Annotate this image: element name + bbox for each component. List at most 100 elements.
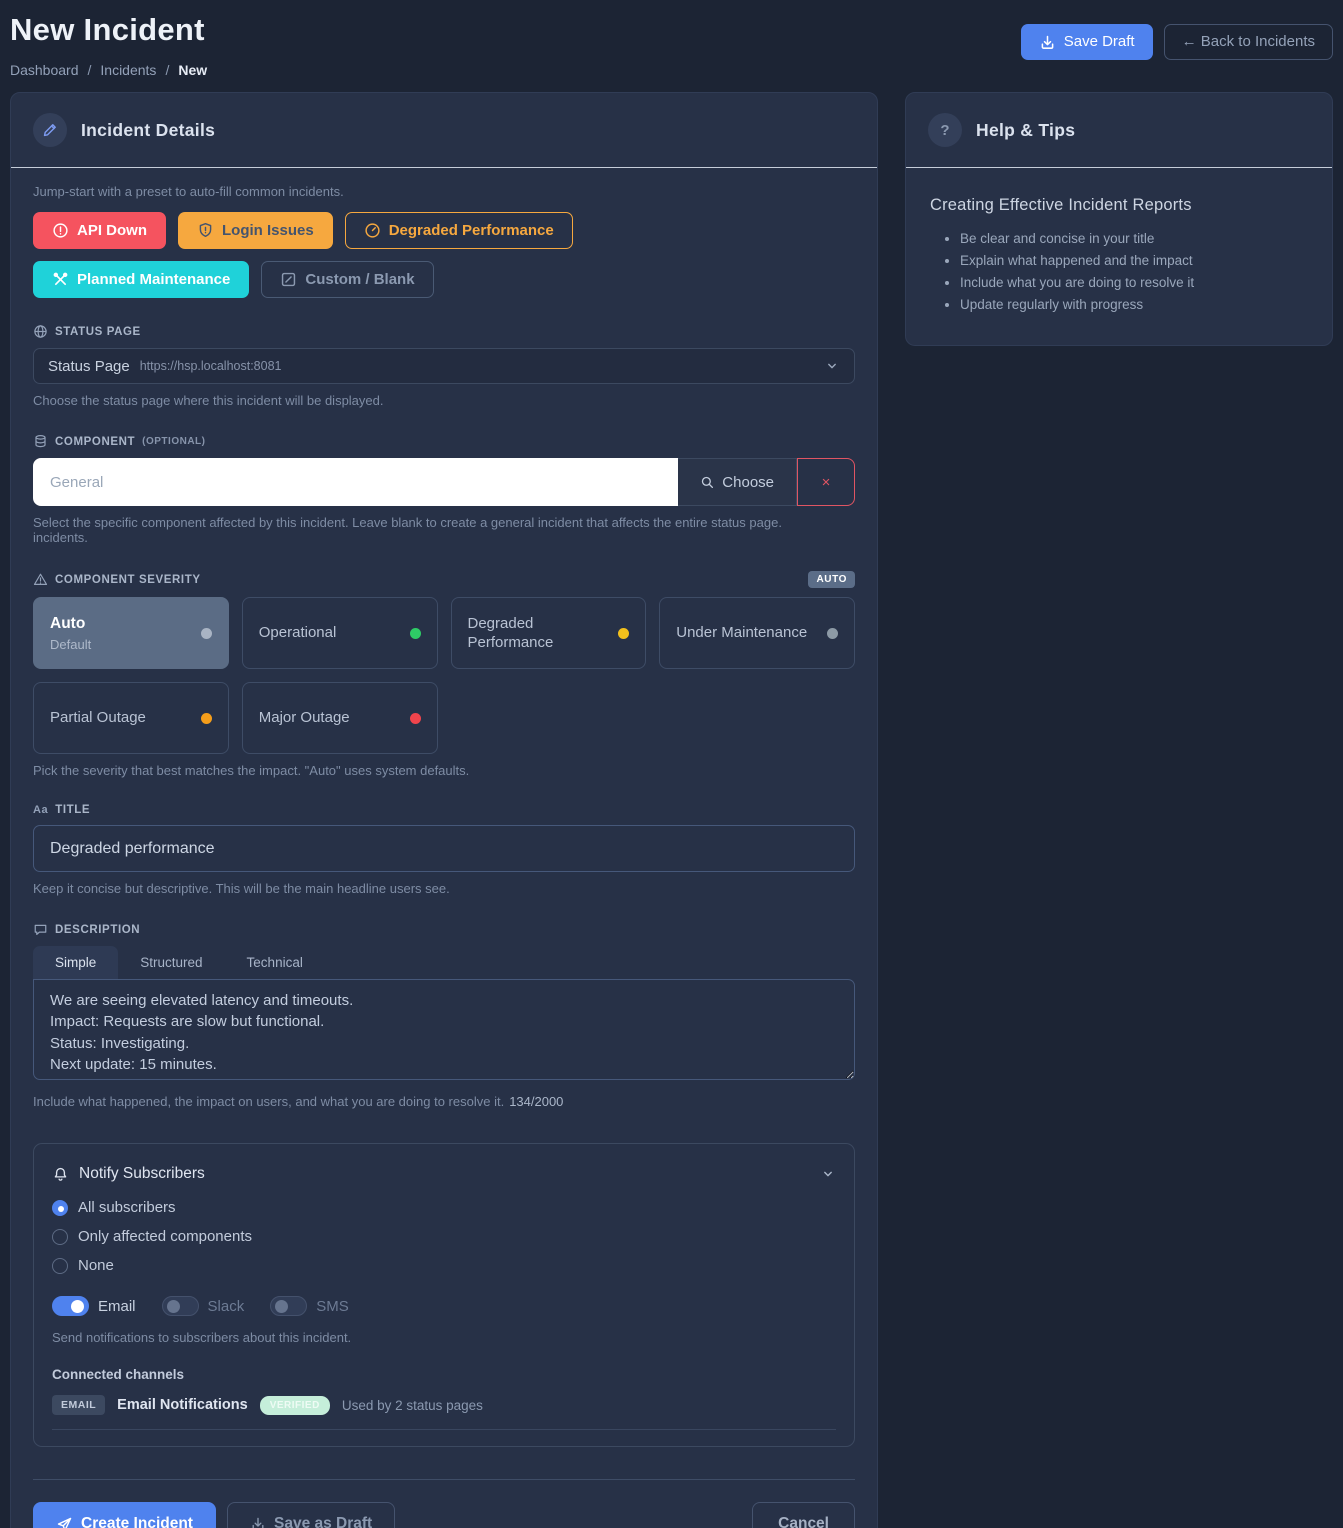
main-layout: Incident Details Jump-start with a prese… <box>10 92 1333 1528</box>
description-tabs: Simple Structured Technical <box>33 946 855 979</box>
save-draft-button[interactable]: Save Draft <box>1020 24 1153 60</box>
severity-dot <box>618 627 630 639</box>
text-aa-icon: Aa <box>33 804 49 816</box>
notify-subscribers-title: Notify Subscribers <box>79 1165 205 1182</box>
severity-option-partial-outage[interactable]: Partial Outage <box>33 682 229 754</box>
save-icon <box>1041 35 1054 49</box>
verified-badge: VERIFIED <box>259 1395 330 1415</box>
breadcrumb: Dashboard / Incidents / New <box>10 62 207 78</box>
back-to-incidents-button[interactable]: ← Back to Incidents <box>1163 24 1333 60</box>
radio-button-selected[interactable] <box>52 1199 68 1216</box>
toggle-email[interactable]: Email <box>52 1296 136 1316</box>
topbar-left: New Incident Dashboard / Incidents / New <box>10 12 207 78</box>
radio-button[interactable] <box>52 1228 68 1245</box>
alert-circle-icon <box>53 223 68 238</box>
question-glyph: ? <box>940 121 950 139</box>
toggle-label: SMS <box>316 1297 349 1315</box>
radio-none[interactable]: None <box>52 1251 836 1280</box>
severity-option-operational[interactable]: Operational <box>241 597 438 669</box>
radio-button[interactable] <box>52 1257 68 1274</box>
help-tips-body: Creating Effective Incident Reports Be c… <box>906 168 1332 345</box>
preset-api-down-button[interactable]: API Down <box>33 212 166 249</box>
breadcrumb-current: New <box>178 62 208 78</box>
notify-channel-toggles: Email Slack SMS <box>52 1296 836 1316</box>
help-tips-card: ? Help & Tips Creating Effective Inciden… <box>905 92 1333 346</box>
gauge-icon <box>365 223 380 238</box>
tab-technical[interactable]: Technical <box>246 955 303 970</box>
tools-icon <box>53 272 68 286</box>
radio-all-subscribers[interactable]: All subscribers <box>52 1193 836 1222</box>
description-help: Include what happened, the impact on use… <box>33 1094 505 1109</box>
severity-dot <box>827 627 838 639</box>
severity-label-row: COMPONENT SEVERITY AUTO <box>33 571 855 588</box>
toggle-slack[interactable]: Slack <box>161 1296 244 1316</box>
severity-option-name: Major Outage <box>258 709 350 727</box>
breadcrumb-dashboard[interactable]: Dashboard <box>10 62 79 78</box>
create-incident-button[interactable]: Create Incident <box>33 1502 216 1528</box>
save-draft-label: Save Draft <box>1063 33 1135 50</box>
form-footer: Create Incident Save as Draft Cancel <box>33 1479 855 1528</box>
severity-option-name: Auto <box>50 614 86 632</box>
description-label-row: DESCRIPTION <box>33 922 855 937</box>
component-input[interactable] <box>33 458 679 506</box>
preset-login-issues-button[interactable]: Login Issues <box>178 212 333 249</box>
severity-option-name: Under Maintenance <box>676 624 808 642</box>
severity-label: COMPONENT SEVERITY <box>55 573 201 586</box>
help-tips-title: Help & Tips <box>976 119 1076 140</box>
preset-label: Degraded Performance <box>388 222 554 239</box>
globe-icon <box>34 325 47 338</box>
description-label: DESCRIPTION <box>55 923 141 936</box>
title-label: TITLE <box>55 804 91 816</box>
severity-option-under-maintenance[interactable]: Under Maintenance <box>659 597 855 669</box>
tip-item: Update regularly with progress <box>960 297 1308 312</box>
status-page-select[interactable]: Status Page https://hsp.localhost:8081 <box>33 348 855 384</box>
page-title: New Incident <box>10 12 205 47</box>
severity-option-sub: Default <box>50 637 92 653</box>
tab-simple[interactable]: Simple <box>33 946 119 979</box>
component-row: Choose × <box>33 458 855 506</box>
description-textarea[interactable]: We are seeing elevated latency and timeo… <box>33 979 855 1080</box>
title-input[interactable] <box>33 825 855 872</box>
component-choose-label: Choose <box>722 473 774 491</box>
help-heading: Creating Effective Incident Reports <box>930 196 1192 214</box>
severity-option-auto[interactable]: Auto Default <box>33 597 229 669</box>
severity-dot <box>409 712 421 724</box>
component-label: COMPONENT <box>55 435 136 448</box>
toggle-sms[interactable]: SMS <box>270 1296 349 1316</box>
tip-item: Be clear and concise in your title <box>960 231 1308 246</box>
status-page-help: Choose the status page where this incide… <box>33 393 384 408</box>
component-choose-button[interactable]: Choose <box>678 458 797 506</box>
channel-row-email: EMAIL Email Notifications VERIFIED Used … <box>52 1382 836 1430</box>
back-to-incidents-label: ← Back to Incidents <box>1181 33 1315 50</box>
severity-dot <box>200 628 212 639</box>
preset-degraded-performance-button[interactable]: Degraded Performance <box>344 212 573 249</box>
save-as-draft-button[interactable]: Save as Draft <box>226 1502 396 1528</box>
notify-subscribers-header[interactable]: Notify Subscribers <box>52 1161 836 1193</box>
preset-planned-maintenance-button[interactable]: Planned Maintenance <box>33 261 250 298</box>
toggle-switch-off[interactable] <box>270 1296 308 1316</box>
channel-type-badge: EMAIL <box>52 1395 106 1415</box>
channel-usage: Used by 2 status pages <box>341 1397 483 1413</box>
save-as-draft-label: Save as Draft <box>273 1515 373 1528</box>
notify-subscribers-panel: Notify Subscribers All subscribers Only … <box>33 1143 855 1447</box>
severity-option-name: Operational <box>258 624 337 642</box>
shield-icon <box>199 222 212 238</box>
breadcrumb-incidents[interactable]: Incidents <box>100 62 157 78</box>
connected-channels-title: Connected channels <box>52 1367 185 1382</box>
severity-option-degraded-performance[interactable]: Degraded Performance <box>450 597 647 669</box>
toggle-label: Email <box>98 1297 136 1315</box>
preset-hint: Jump-start with a preset to auto-fill co… <box>33 184 344 199</box>
preset-custom-blank-button[interactable]: Custom / Blank <box>261 261 434 298</box>
severity-option-major-outage[interactable]: Major Outage <box>241 682 438 754</box>
severity-options-row-2: Partial Outage Major Outage <box>33 682 855 754</box>
component-clear-button[interactable]: × <box>797 458 855 506</box>
radio-only-affected-components[interactable]: Only affected components <box>52 1222 836 1251</box>
chevron-down-icon <box>824 1171 832 1177</box>
tab-structured[interactable]: Structured <box>140 955 203 970</box>
toggle-switch-off[interactable] <box>161 1296 199 1316</box>
component-help: Select the specific component affected b… <box>33 515 782 545</box>
toggle-switch-on[interactable] <box>52 1296 89 1316</box>
cancel-button[interactable]: Cancel <box>752 1502 855 1528</box>
card-title: Incident Details <box>81 119 216 140</box>
